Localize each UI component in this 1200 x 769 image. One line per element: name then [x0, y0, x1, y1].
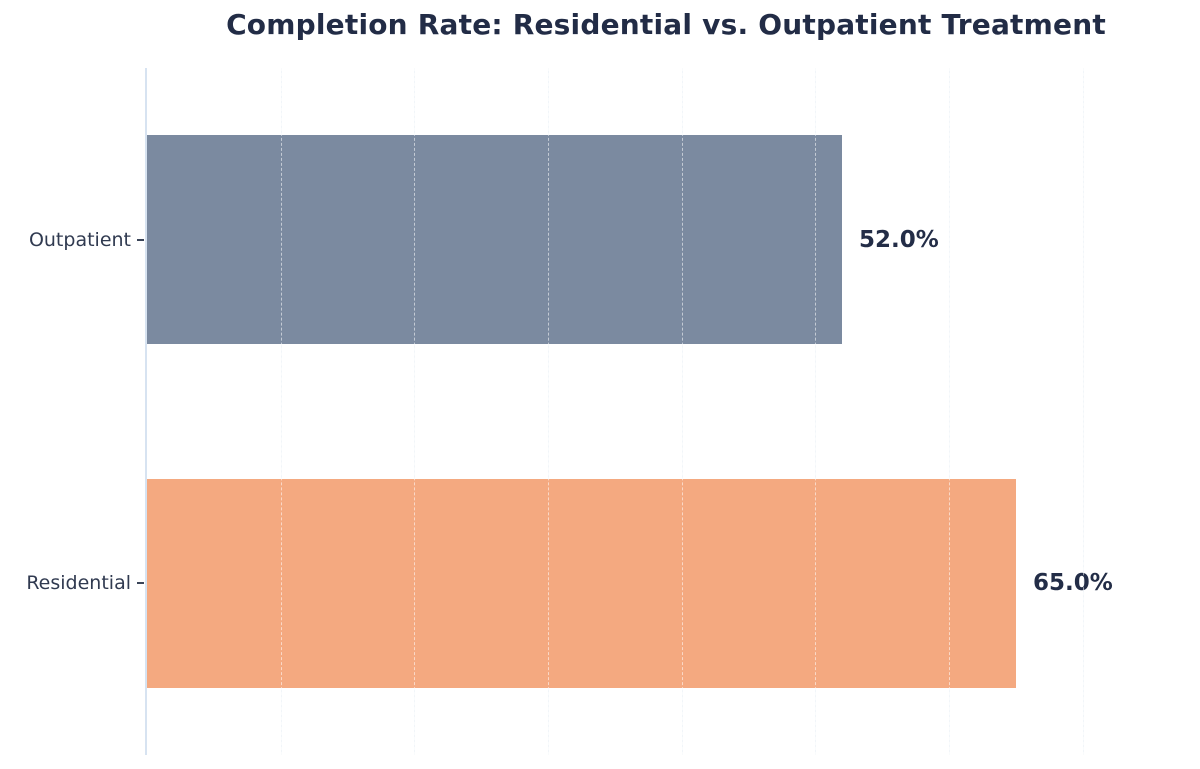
x-gridline-dashed: [815, 68, 816, 755]
bar-outpatient: [147, 135, 842, 345]
y-tick-mark: [137, 239, 144, 241]
bar-value-label: 52.0%: [859, 227, 939, 253]
y-tick-label: Residential: [26, 572, 131, 594]
x-gridline-dashed: [414, 68, 415, 755]
x-gridline-dashed: [949, 68, 950, 755]
x-gridline-dashed: [281, 68, 282, 755]
y-tick-label: Outpatient: [28, 229, 131, 251]
y-tick-mark: [137, 582, 144, 584]
x-gridline-dashed: [548, 68, 549, 755]
x-gridline-dashed: [1083, 68, 1084, 755]
bar-value-label: 65.0%: [1033, 570, 1113, 596]
chart-title: Completion Rate: Residential vs. Outpati…: [226, 8, 1106, 41]
plot-area: [145, 68, 1167, 755]
x-gridline-dashed: [682, 68, 683, 755]
bar-residential: [147, 478, 1016, 688]
